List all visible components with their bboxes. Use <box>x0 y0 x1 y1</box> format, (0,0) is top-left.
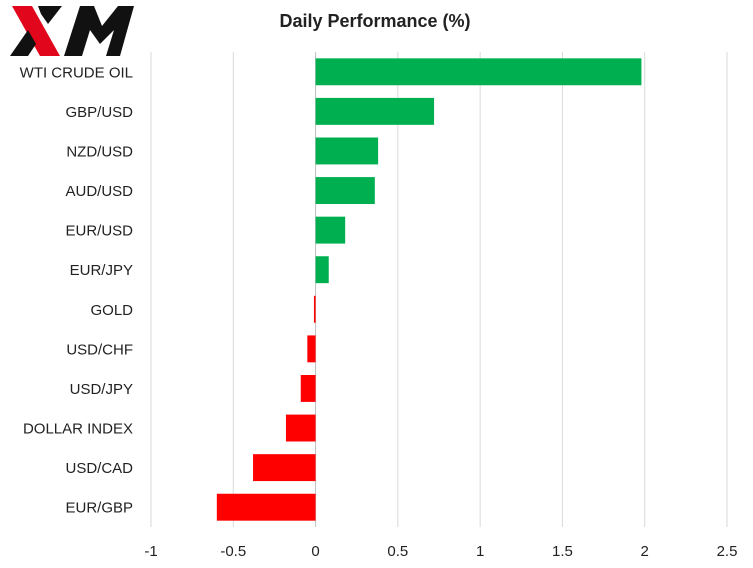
category-label: NZD/USD <box>66 143 133 160</box>
bar <box>315 177 375 204</box>
x-tick-labels: -1 -0.5 0 0.5 1 1.5 2 2.5 <box>144 543 737 560</box>
bar <box>315 216 346 244</box>
xm-logo-mark <box>10 6 134 56</box>
category-label: GBP/USD <box>65 104 133 121</box>
x-tick-label: 2.5 <box>717 543 738 560</box>
category-label: EUR/GBP <box>65 500 133 517</box>
bar <box>216 493 316 521</box>
category-label: AUD/USD <box>65 183 133 200</box>
x-tick-label: 1 <box>476 543 484 560</box>
x-tick-label: 0 <box>311 543 319 560</box>
bars <box>216 58 642 521</box>
grid-lines <box>150 52 728 527</box>
category-label: EUR/USD <box>65 223 133 240</box>
chart-title: Daily Performance (%) <box>279 11 471 31</box>
bar <box>285 414 316 442</box>
category-label: WTI CRUDE OIL <box>20 64 133 81</box>
bar <box>315 137 379 165</box>
xm-logo <box>8 4 138 58</box>
category-label: DOLLAR INDEX <box>23 421 133 438</box>
x-tick-label: 1.5 <box>552 543 573 560</box>
x-tick-label: -1 <box>144 543 157 560</box>
bar <box>307 335 316 363</box>
bar <box>300 375 316 402</box>
bar <box>315 97 435 125</box>
bar <box>253 454 316 482</box>
category-label: EUR/JPY <box>70 262 133 279</box>
category-label: USD/CHF <box>66 341 133 358</box>
bar <box>315 256 329 284</box>
bar <box>313 295 316 323</box>
x-tick-label: -0.5 <box>220 543 246 560</box>
x-tick-label: 2 <box>641 543 649 560</box>
bar <box>315 58 642 86</box>
category-label: USD/CAD <box>65 460 133 477</box>
category-label: GOLD <box>90 302 133 319</box>
category-label: USD/JPY <box>70 381 133 398</box>
x-tick-label: 0.5 <box>387 543 408 560</box>
category-labels: WTI CRUDE OIL GBP/USD NZD/USD AUD/USD EUR/US… <box>20 64 134 516</box>
